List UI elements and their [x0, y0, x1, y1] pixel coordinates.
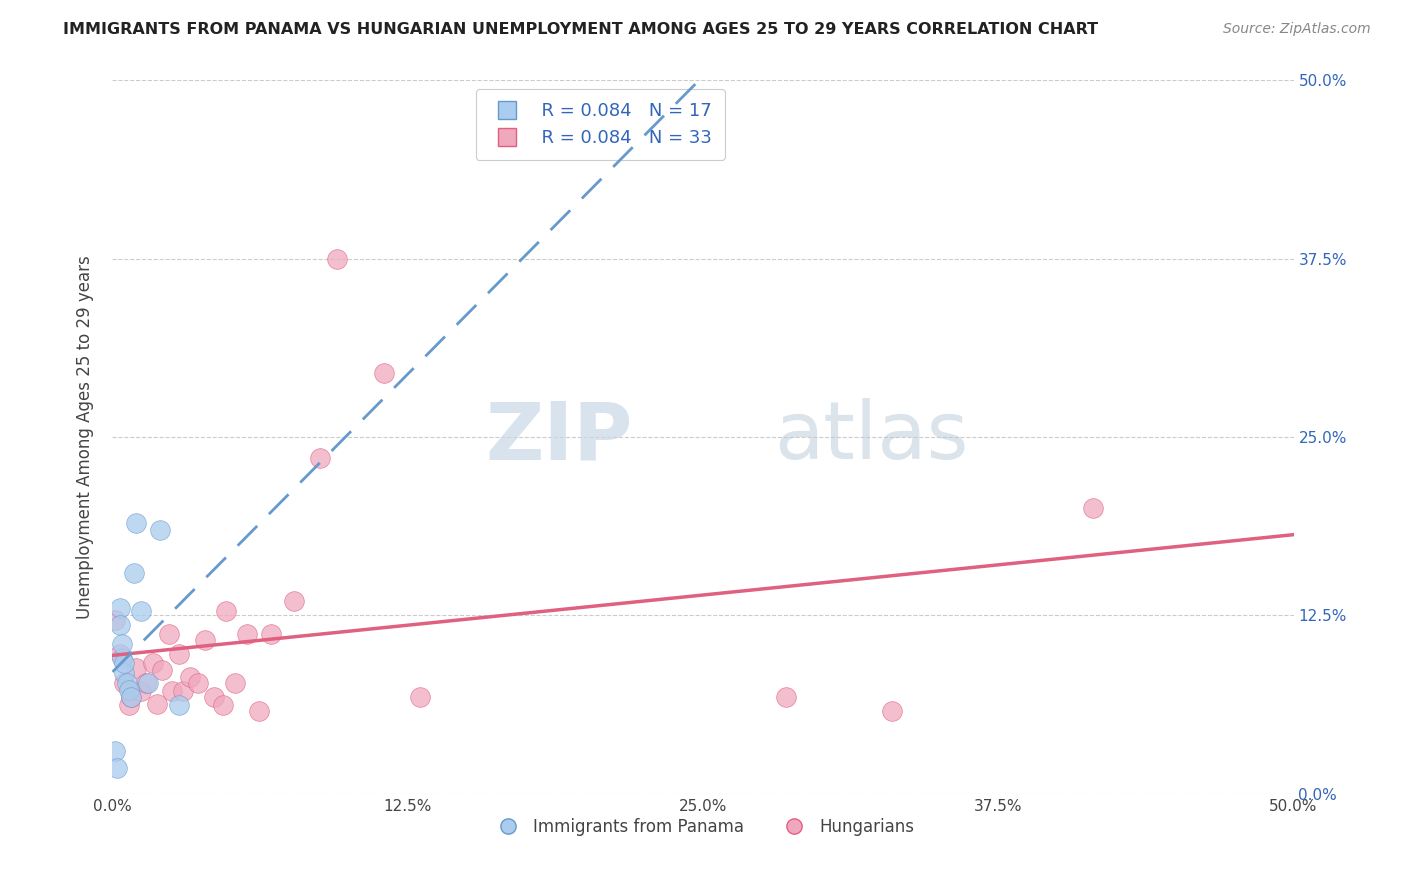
Point [125, 661, 148, 675]
Point [129, 684, 152, 698]
Point [120, 690, 142, 704]
Point [120, 690, 142, 704]
Point [118, 698, 141, 713]
Point [112, 675, 135, 690]
Point [108, 618, 131, 632]
Point [194, 632, 217, 647]
Point [108, 647, 131, 661]
Point [775, 690, 797, 704]
Point [149, 523, 172, 537]
Text: atlas: atlas [773, 398, 969, 476]
Point [186, 675, 208, 690]
Point [326, 252, 349, 266]
Point [212, 698, 235, 713]
Point [104, 613, 127, 627]
Point [224, 675, 246, 690]
Point [146, 697, 169, 711]
Point [260, 627, 283, 641]
Legend: Immigrants from Panama, Hungarians: Immigrants from Panama, Hungarians [485, 812, 921, 843]
Point [179, 670, 201, 684]
Point [172, 684, 194, 698]
Point [373, 366, 395, 380]
Point [236, 627, 259, 641]
Point [122, 566, 145, 580]
Point [309, 451, 332, 466]
Point [157, 627, 180, 641]
Point [283, 594, 305, 608]
Point [115, 675, 138, 690]
Point [104, 744, 127, 758]
Point [125, 516, 148, 530]
Text: IMMIGRANTS FROM PANAMA VS HUNGARIAN UNEMPLOYMENT AMONG AGES 25 TO 29 YEARS CORRE: IMMIGRANTS FROM PANAMA VS HUNGARIAN UNEM… [63, 22, 1098, 37]
Point [167, 647, 190, 661]
Point [136, 675, 159, 690]
Point [111, 637, 134, 651]
Point [1081, 501, 1104, 516]
Y-axis label: Unemployment Among Ages 25 to 29 years: Unemployment Among Ages 25 to 29 years [76, 255, 94, 619]
Point [202, 690, 225, 704]
Text: ZIP: ZIP [485, 398, 633, 476]
Point [408, 690, 430, 704]
Point [142, 656, 165, 670]
Point [247, 704, 270, 718]
Point [129, 604, 152, 618]
Point [118, 682, 141, 697]
Point [112, 656, 135, 670]
Point [111, 651, 134, 665]
Point [135, 675, 157, 690]
Point [215, 604, 238, 618]
Point [160, 684, 183, 698]
Point [112, 665, 135, 680]
Point [167, 698, 190, 713]
Point [150, 663, 173, 677]
Point [108, 601, 131, 615]
Text: Source: ZipAtlas.com: Source: ZipAtlas.com [1223, 22, 1371, 37]
Point [880, 704, 903, 718]
Point [105, 761, 128, 775]
